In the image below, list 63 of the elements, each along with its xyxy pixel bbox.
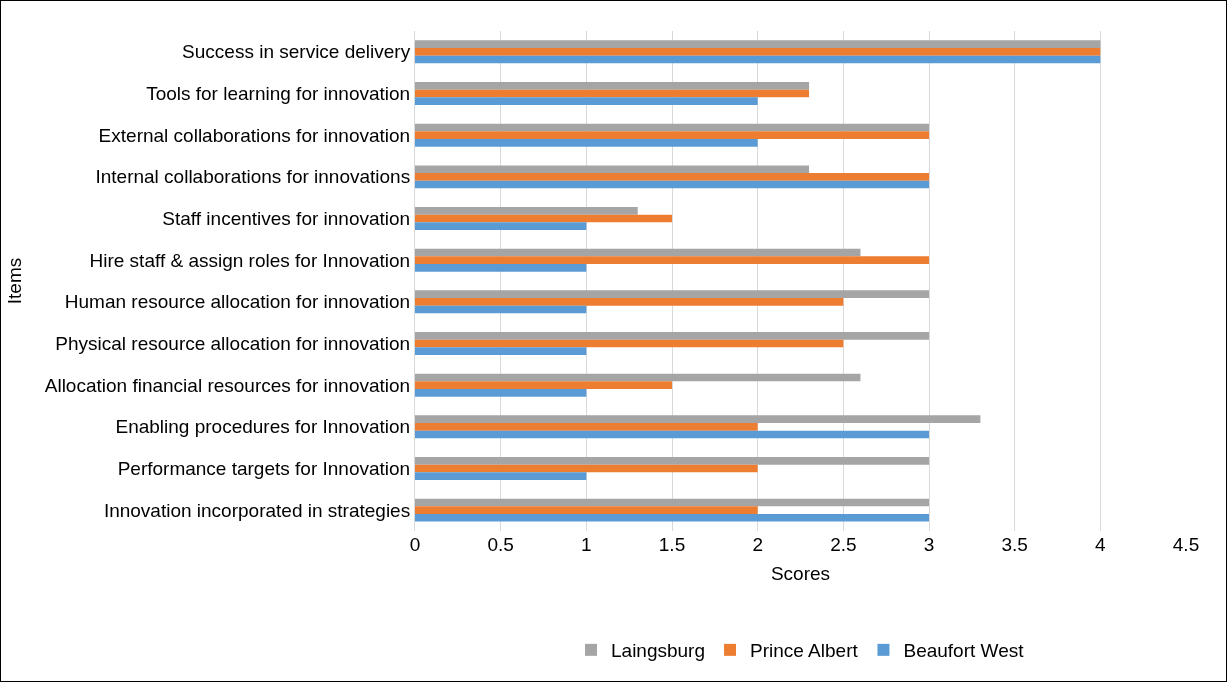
bar <box>415 89 810 98</box>
bar <box>415 415 981 424</box>
bar <box>415 131 929 139</box>
x-tick-label: 4.5 <box>1172 534 1200 555</box>
y-tick-label: Tools for learning for innovation <box>146 83 411 105</box>
y-tick-label: Allocation financial resources for innovation <box>44 374 411 396</box>
y-axis-title: Items <box>3 257 25 305</box>
y-tick-label: Hire staff & assign roles for Innovation <box>89 249 411 271</box>
bar <box>415 165 810 174</box>
bar <box>415 263 587 272</box>
bar <box>415 506 758 514</box>
bar <box>415 290 929 299</box>
y-tick-label: Physical resource allocation for innovation <box>55 333 411 355</box>
bar <box>415 214 672 223</box>
bar <box>415 347 587 355</box>
bar <box>415 207 638 215</box>
bar <box>415 373 861 382</box>
bar <box>415 430 929 439</box>
bar <box>415 339 844 348</box>
bar <box>415 40 1101 49</box>
legend-label: Beaufort West <box>903 640 1025 662</box>
y-tick-label: Human resource allocation for innovation <box>64 291 411 313</box>
bar <box>415 256 929 264</box>
bar <box>415 298 844 306</box>
x-tick-label: 3.5 <box>1001 534 1028 555</box>
y-tick-label: Staff incentives for innovation <box>162 208 411 230</box>
bar <box>415 513 929 522</box>
x-tick-label: 1.5 <box>658 534 686 555</box>
bar <box>415 464 758 473</box>
legend-label: Prince Albert <box>750 640 859 662</box>
x-tick-label: 2 <box>752 534 763 555</box>
bar <box>415 123 929 132</box>
x-tick-label: 0 <box>409 534 421 555</box>
bar <box>415 55 1101 64</box>
x-axis-title: Scores <box>770 562 831 584</box>
x-tick-label: 3 <box>923 534 935 555</box>
y-tick-label: External collaborations for innovation <box>98 124 411 146</box>
bar <box>415 82 810 90</box>
y-tick-label: Innovation incorporated in strategies <box>103 499 411 521</box>
bar <box>415 388 587 397</box>
bar <box>415 423 758 431</box>
y-tick-label: Performance targets for Innovation <box>117 458 411 480</box>
bar <box>415 472 587 480</box>
x-tick-label: 1 <box>581 534 592 555</box>
y-tick-label: Internal collaborations for innovations <box>95 166 411 188</box>
y-tick-label: Success in service delivery <box>182 41 411 63</box>
bar <box>415 138 758 147</box>
legend-label: Laingsburg <box>611 640 706 662</box>
bar <box>415 222 587 230</box>
bar <box>415 332 929 340</box>
x-tick-label: 0.5 <box>487 534 514 555</box>
bar <box>415 457 929 465</box>
bar <box>415 498 929 507</box>
bar <box>415 97 758 105</box>
y-tick-label: Enabling procedures for Innovation <box>115 416 411 438</box>
bar <box>415 305 587 314</box>
bar <box>415 248 861 257</box>
x-tick-label: 2.5 <box>830 534 857 555</box>
x-tick-label: 4 <box>1095 534 1107 555</box>
bar <box>415 381 672 389</box>
bar <box>415 48 1101 56</box>
bar <box>415 180 929 189</box>
bar <box>415 173 929 181</box>
